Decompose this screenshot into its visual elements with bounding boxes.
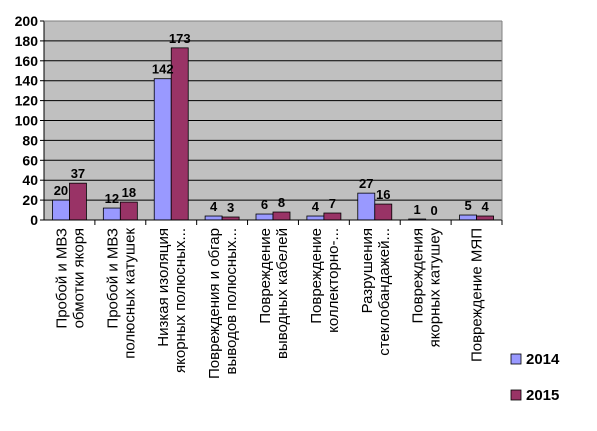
bar-2015 (272, 211, 291, 221)
bar-2014 (357, 192, 376, 221)
x-tick-label-line: Повреждение МЯП (469, 228, 486, 362)
x-tick-label-line: полюсных катушек (121, 228, 138, 359)
data-label: 142 (152, 62, 174, 77)
bar-2015 (69, 182, 87, 221)
x-tick-label-line: Пробой и МВЗ (53, 228, 70, 329)
y-tick-labels: 0 20 40 60 80 100 120 140 160 180 200 (15, 13, 39, 228)
bar-2015 (374, 203, 393, 221)
y-tick-label: 160 (15, 53, 39, 69)
x-tick-label-line: выводных кабелей (274, 228, 291, 359)
x-tick-label: Низкая изоляция якорных полюсных... (155, 228, 189, 373)
bar-2014 (52, 199, 70, 221)
x-tick-label-line: Повреждение (308, 228, 325, 324)
bar-2014 (306, 215, 325, 221)
x-tick-label-line: Повреждения (410, 228, 427, 324)
data-label: 16 (376, 187, 390, 202)
data-label: 7 (329, 196, 336, 211)
x-tick-label: Повреждения якорных катушеу (410, 228, 444, 348)
x-tick-label-line: обмотки якоря (70, 228, 87, 328)
bar-2015 (119, 201, 138, 221)
x-tick-label-line: стеклобандажей... (376, 228, 393, 356)
legend: 2014 2015 (510, 351, 560, 404)
x-tick-label: Повреждение выводных кабелей (257, 228, 291, 359)
bar-2014 (255, 213, 274, 221)
x-tick-label: Пробой и МВЗ полюсных катушек (104, 228, 138, 359)
x-tick-label: Пробой и МВЗ обмотки якоря (53, 228, 87, 329)
data-label: 20 (54, 183, 68, 198)
legend-swatch-2015 (510, 389, 522, 401)
data-label: 8 (278, 195, 285, 210)
bar-2014 (102, 207, 121, 221)
x-tick-label: Повреждение МЯП (469, 228, 486, 362)
legend-label-2015: 2015 (526, 387, 559, 404)
x-tick-label-line: выводов полюсных... (223, 228, 240, 375)
data-label: 1 (414, 202, 421, 217)
bar-2014 (153, 78, 172, 221)
bar-2015 (323, 212, 342, 221)
data-label: 5 (464, 198, 471, 213)
y-tick-label: 40 (22, 172, 38, 188)
data-label: 173 (169, 31, 191, 46)
legend-swatch-2014 (510, 353, 522, 365)
bars (52, 47, 494, 221)
x-tick-labels: Пробой и МВЗ обмотки якоря Пробой и МВЗ пол… (53, 228, 485, 379)
x-tick-label-line: Повреждение (257, 228, 274, 324)
x-tick-label-line: Разрушения (359, 228, 376, 313)
y-tick-label: 180 (15, 33, 39, 49)
x-tick-label-line: якорных полюсных... (172, 228, 189, 373)
x-tick-label-line: Повреждения и обгар (206, 228, 223, 379)
y-tick-label: 20 (22, 192, 38, 208)
data-label: 4 (312, 199, 320, 214)
x-tick-label-line: коллекторно-... (325, 228, 342, 333)
y-tick-label: 120 (15, 93, 39, 109)
x-tick-label: Повреждение коллекторно-... (308, 228, 342, 333)
x-tick-label: Разрушения стеклобандажей... (359, 228, 393, 356)
y-tick-label: 100 (15, 113, 39, 129)
data-label: 12 (105, 191, 119, 206)
data-label: 4 (481, 199, 489, 214)
data-label: 4 (210, 199, 218, 214)
data-label: 0 (431, 203, 438, 218)
bar-2014 (204, 215, 223, 221)
y-tick-label: 0 (30, 212, 38, 228)
data-label: 18 (122, 185, 136, 200)
y-tick-label: 140 (15, 73, 39, 89)
data-label: 27 (359, 176, 373, 191)
x-tick-label-line: якорных катушеу (427, 228, 444, 348)
data-label: 3 (227, 200, 234, 215)
data-label: 37 (71, 166, 85, 181)
x-tick-label-line: Пробой и МВЗ (104, 228, 121, 329)
y-tick-label: 60 (22, 152, 38, 168)
y-tick-label: 80 (22, 132, 38, 148)
bar-2015 (170, 47, 189, 221)
axes (43, 20, 503, 225)
y-tick-label: 200 (15, 13, 39, 29)
bar-2015 (476, 215, 494, 221)
legend-label-2014: 2014 (526, 351, 560, 368)
x-tick-label-line: Низкая изоляция (155, 228, 172, 347)
data-label: 6 (261, 197, 268, 212)
bar-2014 (459, 214, 477, 221)
x-tick-label: Повреждения и обгар выводов полюсных... (206, 228, 240, 379)
